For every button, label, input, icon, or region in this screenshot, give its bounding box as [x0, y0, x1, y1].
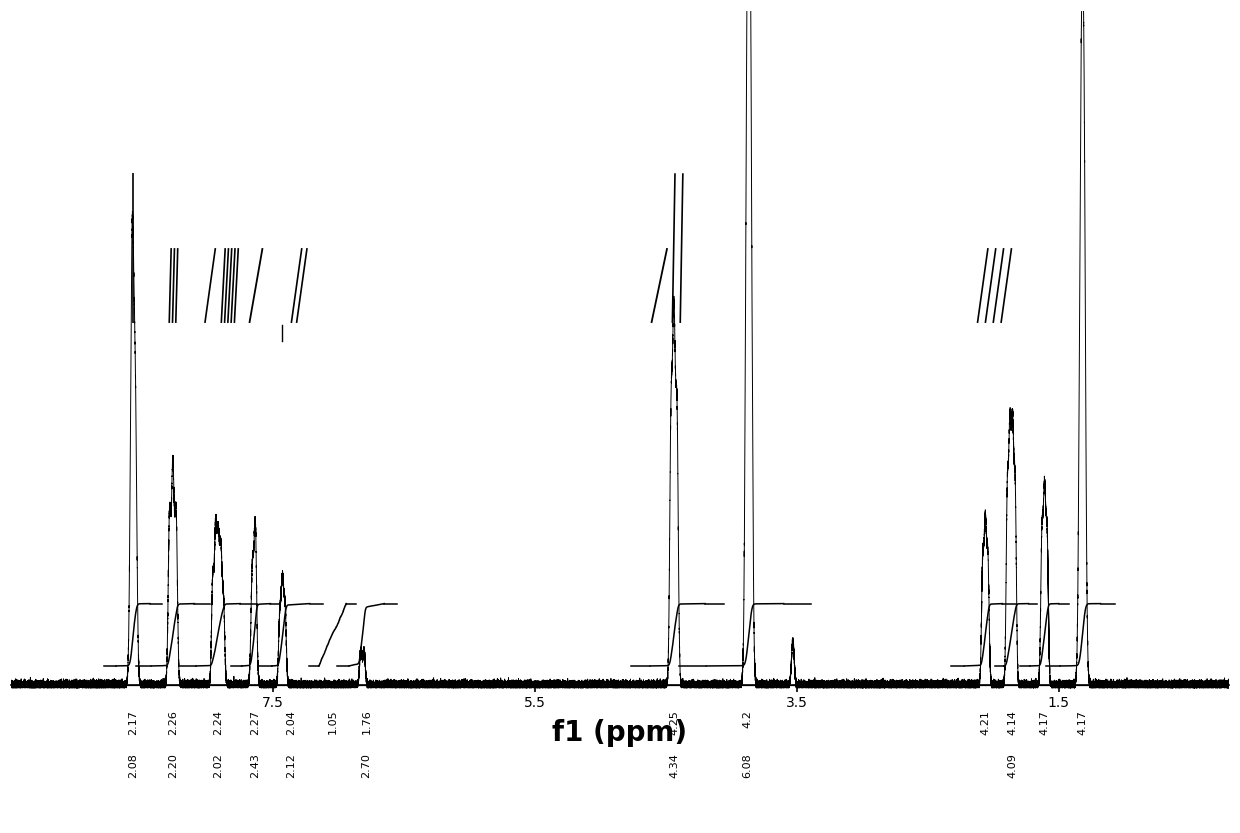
- Text: 2.26: 2.26: [167, 710, 177, 735]
- Text: 2.08: 2.08: [128, 753, 138, 778]
- Text: 2.20: 2.20: [167, 753, 177, 778]
- Text: 2.43: 2.43: [250, 753, 260, 778]
- Text: 4.14: 4.14: [1008, 710, 1018, 735]
- Text: 2.24: 2.24: [213, 710, 223, 735]
- Text: 2.12: 2.12: [285, 753, 295, 778]
- Text: 2.27: 2.27: [250, 710, 260, 735]
- Text: 2.70: 2.70: [362, 753, 372, 778]
- Text: 2.17: 2.17: [128, 710, 138, 735]
- Text: 4.09: 4.09: [1008, 753, 1018, 778]
- Text: 2.04: 2.04: [285, 710, 295, 735]
- Text: 4.34: 4.34: [668, 753, 680, 778]
- Text: 2.02: 2.02: [213, 753, 223, 778]
- Text: 1.76: 1.76: [362, 710, 372, 735]
- Text: 4.25: 4.25: [668, 710, 680, 735]
- Text: 6.08: 6.08: [743, 753, 753, 778]
- X-axis label: f1 (ppm): f1 (ppm): [553, 719, 687, 747]
- Text: 4.17: 4.17: [1039, 710, 1049, 735]
- Text: 1.05: 1.05: [327, 710, 337, 734]
- Text: 4.17: 4.17: [1078, 710, 1087, 735]
- Text: 4.21: 4.21: [981, 710, 991, 735]
- Text: 4.2: 4.2: [743, 710, 753, 727]
